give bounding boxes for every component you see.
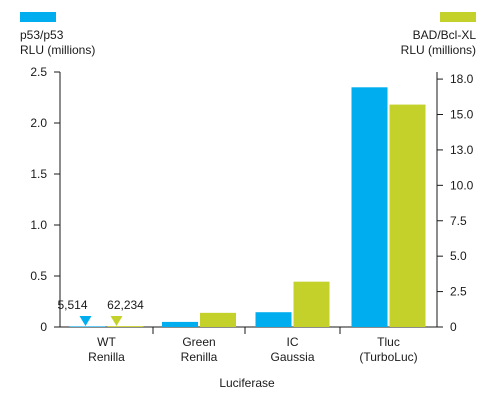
left-tick-label: 0 <box>40 320 47 334</box>
x-axis-title: Luciferase <box>219 376 275 390</box>
left-axis-label-line: p53/p53 <box>20 28 64 42</box>
category-label-line: Renilla <box>181 350 218 364</box>
bar-bad-bcl-xl <box>107 326 144 327</box>
right-tick-label: 5.0 <box>450 249 467 263</box>
left-axis-label-line: RLU (millions) <box>20 43 95 57</box>
bar-bad-bcl-xl <box>200 312 236 327</box>
right-tick-label: 0 <box>450 320 457 334</box>
left-tick-label: 0.5 <box>30 269 47 283</box>
right-tick-label: 15.0 <box>450 108 474 122</box>
category-label-line: WT <box>97 335 116 349</box>
category-label-line: Green <box>182 335 215 349</box>
bar-p53 <box>162 321 198 327</box>
bar-p53 <box>69 326 106 327</box>
bar-bad-bcl-xl <box>389 104 426 327</box>
left-tick-label: 1.5 <box>30 167 47 181</box>
bar-p53 <box>351 87 388 327</box>
category-label-line: (TurboLuc) <box>359 350 417 364</box>
value-annotation-label: 5,514 <box>57 298 87 312</box>
legend-swatch-bad-bcl-xl <box>440 12 476 22</box>
left-tick-label: 2.5 <box>30 65 47 79</box>
right-tick-label: 2.5 <box>450 285 467 299</box>
right-tick-label: 7.5 <box>450 214 467 228</box>
category-label-line: Renilla <box>88 350 125 364</box>
bar-bad-bcl-xl <box>293 281 330 327</box>
right-tick-label: 18.0 <box>450 72 474 86</box>
right-axis-label-line: BAD/Bcl-XL <box>413 28 477 42</box>
category-label-line: Tluc <box>377 335 400 349</box>
right-tick-label: 13.0 <box>450 143 474 157</box>
category-label-line: IC <box>287 335 299 349</box>
value-marker-triangle <box>110 316 123 326</box>
left-tick-label: 2.0 <box>30 116 47 130</box>
value-annotation-label: 62,234 <box>107 298 144 312</box>
left-tick-label: 1.0 <box>30 218 47 232</box>
legend-swatch-p53 <box>20 12 56 22</box>
right-axis-label-line: RLU (millions) <box>401 43 476 57</box>
bar-p53 <box>255 312 292 327</box>
category-label-line: Gaussia <box>270 350 314 364</box>
right-tick-label: 10.0 <box>450 178 474 192</box>
value-marker-triangle <box>79 316 92 326</box>
